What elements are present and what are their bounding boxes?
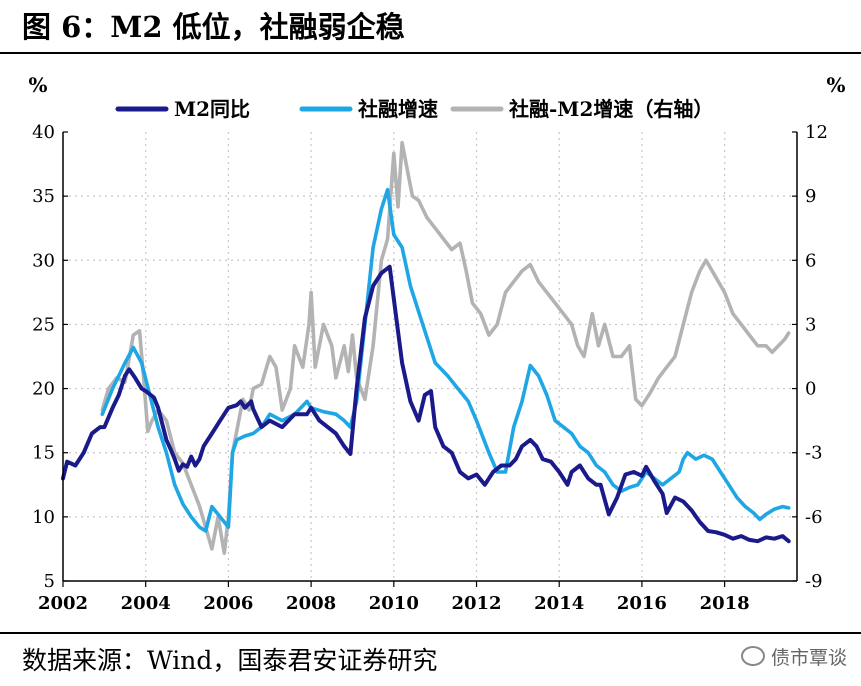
legend: M2同比 社融增速 社融-M2增速（右轴） xyxy=(115,97,713,121)
y-right-unit: % xyxy=(826,73,845,97)
y-right-tick-label: 3 xyxy=(805,314,816,335)
y-left-unit: % xyxy=(28,73,47,97)
y-right-tick-label: 9 xyxy=(805,186,816,207)
footer-rule xyxy=(0,632,861,634)
y-left-tick-label: 30 xyxy=(32,250,55,271)
x-tick-label: 2016 xyxy=(617,593,667,614)
y-right-tick-label: 6 xyxy=(805,250,816,271)
x-tick-label: 2006 xyxy=(203,593,253,614)
legend-label-2: 社融-M2增速（右轴） xyxy=(508,97,713,121)
y-right-tick-label: -9 xyxy=(805,571,823,592)
series-lines xyxy=(61,140,791,555)
series-line-1 xyxy=(100,187,791,533)
title-rule xyxy=(0,52,861,54)
axes: 5 10 15 20 25 30 35 40 -9 -6 -3 0 3 6 9 12 2002 2004 2006 2… xyxy=(28,73,845,614)
y-left-tick-label: 15 xyxy=(32,443,55,464)
line-chart: 5 10 15 20 25 30 35 40 -9 -6 -3 0 3 6 9 12 2002 2004 2006 2… xyxy=(28,73,845,614)
x-tick-label: 2008 xyxy=(286,593,336,614)
y-left-tick-label: 5 xyxy=(44,571,55,592)
x-tick-label: 2002 xyxy=(38,593,88,614)
x-tick-label: 2004 xyxy=(121,593,171,614)
legend-label-1: 社融增速 xyxy=(357,97,438,121)
y-left-tick-label: 20 xyxy=(32,379,55,400)
series-line-0 xyxy=(61,264,791,544)
watermark-text: 债市覃谈 xyxy=(770,647,847,669)
figure-title: 图 6：M2 低位，社融弱企稳 xyxy=(22,10,405,44)
source-note: 数据来源：Wind，国泰君安证券研究 xyxy=(22,646,438,675)
y-right-tick-label: 0 xyxy=(805,379,816,400)
x-tick-label: 2014 xyxy=(534,593,584,614)
series-line-2 xyxy=(100,140,791,555)
y-right-tick-label: -6 xyxy=(805,507,823,528)
y-left-tick-label: 35 xyxy=(32,186,55,207)
y-right-tick-label: -3 xyxy=(805,443,823,464)
y-left-tick-label: 10 xyxy=(32,507,55,528)
wechat-icon xyxy=(740,646,765,666)
x-tick-label: 2012 xyxy=(451,593,501,614)
legend-label-0: M2同比 xyxy=(174,97,250,121)
x-tick-label: 2018 xyxy=(700,593,750,614)
gridlines xyxy=(63,132,797,581)
watermark: 债市覃谈 xyxy=(740,643,847,670)
x-tick-label: 2010 xyxy=(369,593,419,614)
y-left-tick-label: 40 xyxy=(32,122,55,143)
y-left-tick-label: 25 xyxy=(32,314,55,335)
y-right-tick-label: 12 xyxy=(805,122,828,143)
